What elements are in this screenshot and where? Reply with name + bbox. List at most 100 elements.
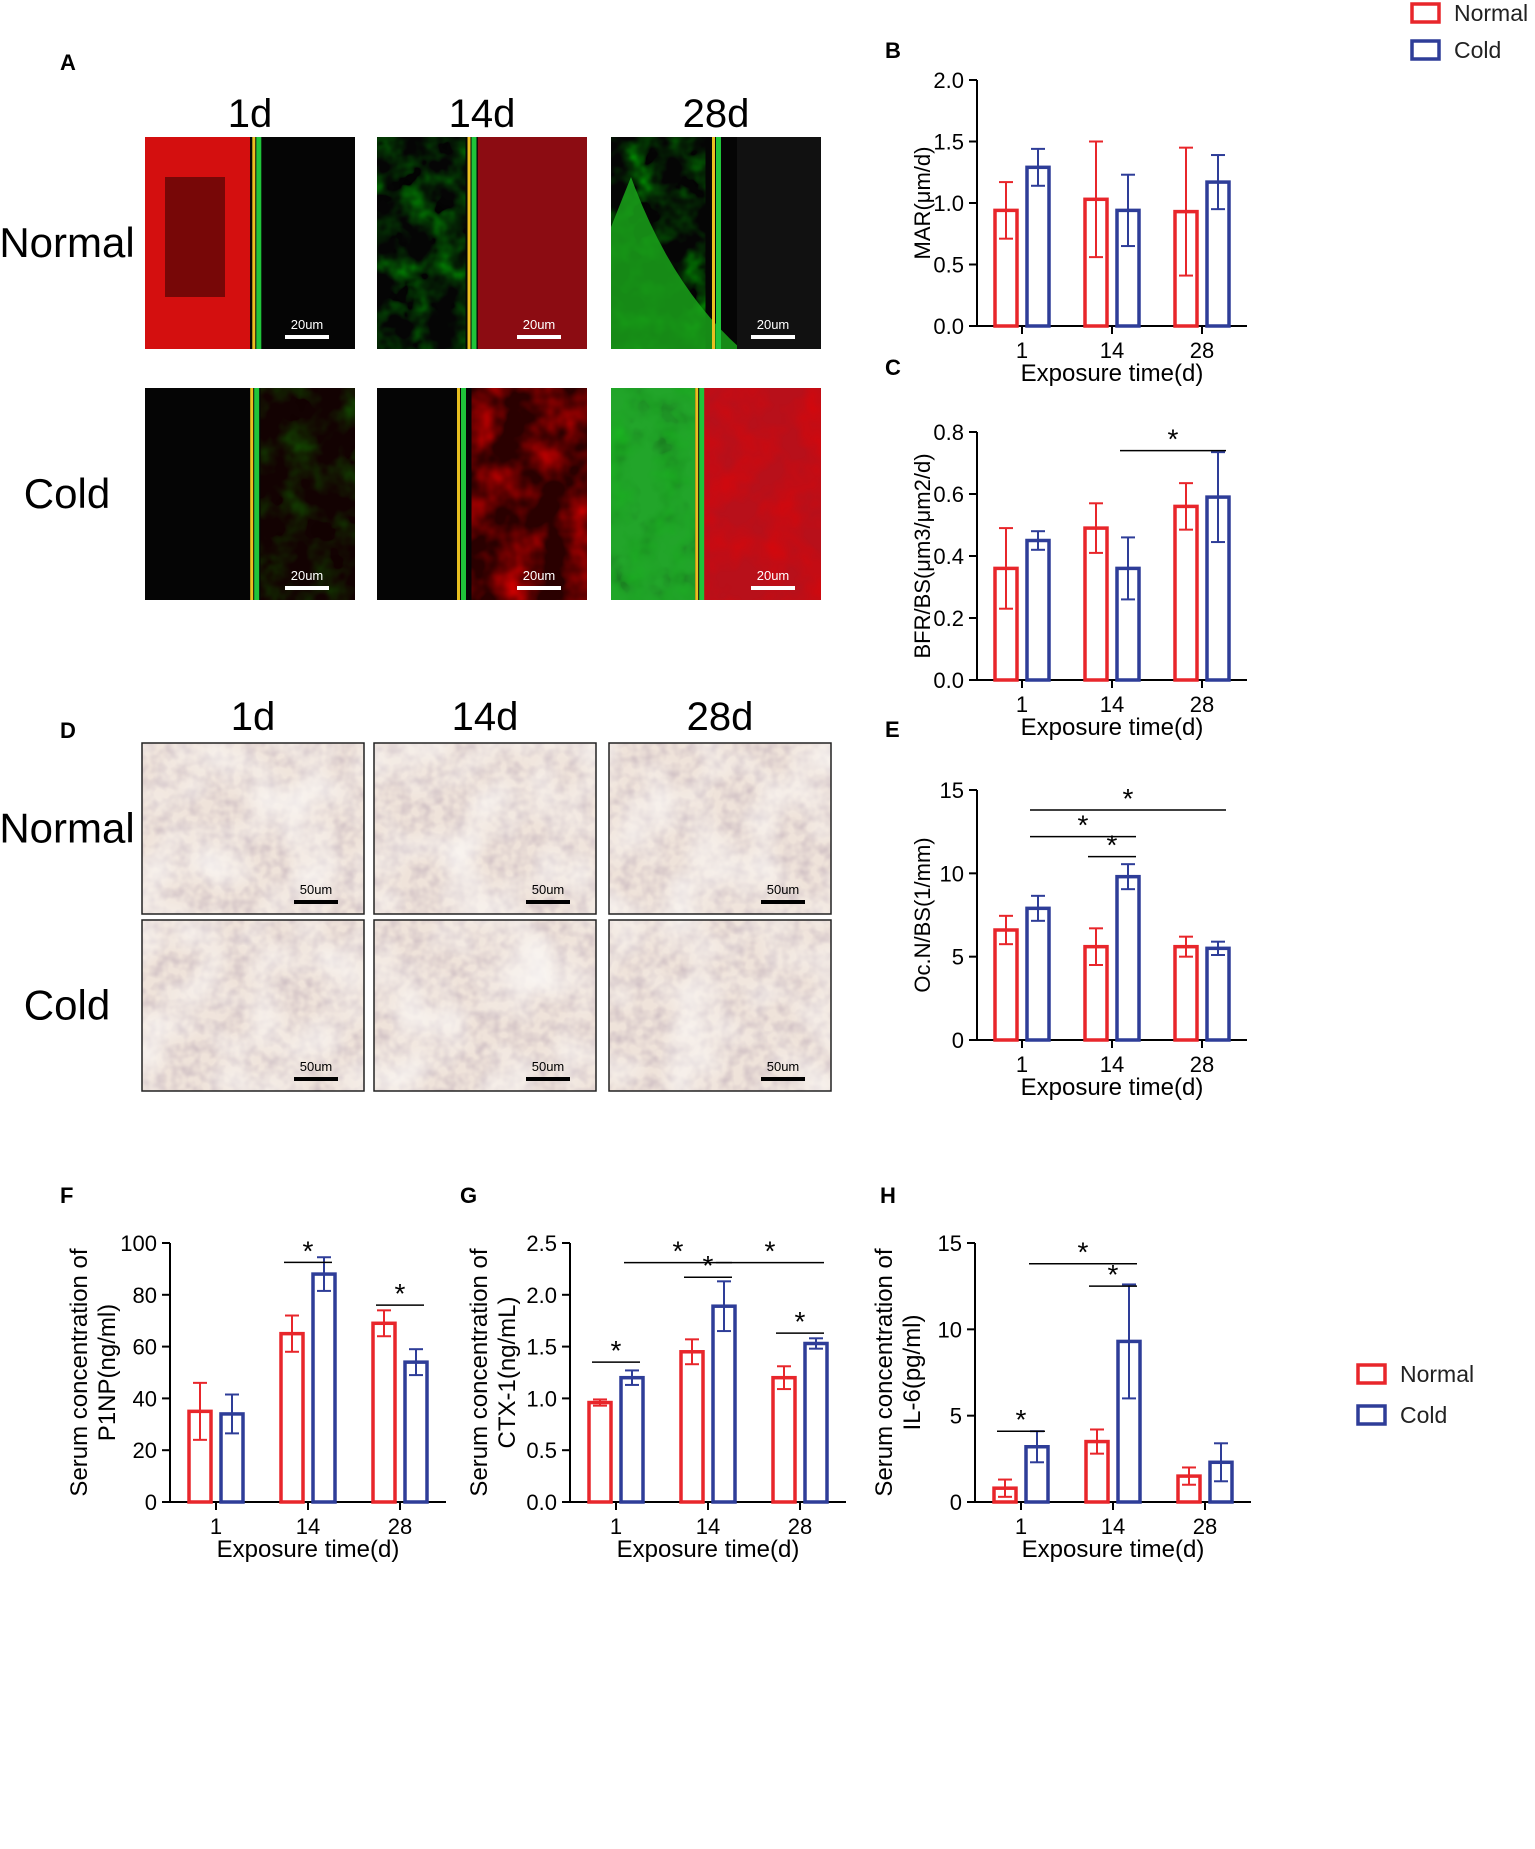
micrograph-cold-14d <box>377 388 587 600</box>
scale-bar-label: 20um <box>523 317 556 332</box>
y-axis-title-line-2: P1NP(ng/ml) <box>94 1304 121 1441</box>
y-axis-title-line-2: IL-6(pg/ml) <box>899 1314 926 1430</box>
significance-star: * <box>703 1250 714 1281</box>
scale-bar <box>761 900 805 904</box>
y-tick-label: 60 <box>133 1335 157 1360</box>
micrograph-cold-28d-frame <box>608 919 832 1092</box>
scale-bar-label: 20um <box>757 568 790 583</box>
micrograph-cold-28d-trabecular-texture <box>609 920 831 1091</box>
scale-bar <box>751 335 795 339</box>
y-tick-label: 0.4 <box>933 544 964 569</box>
y-tick-label: 1.5 <box>933 130 964 155</box>
x-tick-label-28: 28 <box>1190 338 1214 363</box>
micrograph-normal-28d-label-line-green <box>716 137 721 349</box>
x-tick-label-1: 1 <box>1016 338 1028 363</box>
micrograph-cold-14d-label-line-green <box>461 388 466 600</box>
y-axis-title: BFR/BS(μm3/μm2/d) <box>910 453 935 658</box>
panel-letter-a: A <box>60 50 76 75</box>
scale-bar-label: 50um <box>532 1059 565 1074</box>
y-tick-label: 0 <box>950 1490 962 1515</box>
panel-a-micrographs: A 1d 14d 28d Normal 20um 20um 20um Cold 20um 20um 2… <box>0 50 821 600</box>
x-tick-label-1: 1 <box>610 1514 622 1539</box>
scale-bar <box>517 586 561 590</box>
bar-cold-14 <box>711 1304 737 1504</box>
micrograph-normal-14d-label-line-yellow <box>467 137 471 349</box>
column-label-1d: 1d <box>228 92 273 136</box>
scale-bar-label: 20um <box>291 317 324 332</box>
bar-cold-14 <box>1115 874 1141 1042</box>
bar-normal-1 <box>993 928 1019 1042</box>
y-axis-title: Oc.N/BS(1/mm) <box>910 837 935 992</box>
x-tick-label-14: 14 <box>1100 338 1124 363</box>
micrograph-normal-28d <box>608 742 832 915</box>
scale-bar-label: 50um <box>300 1059 333 1074</box>
micrograph-cold-1d <box>141 919 365 1092</box>
x-tick-label-14: 14 <box>296 1514 320 1539</box>
column-label-14d: 14d <box>452 695 519 739</box>
significance-star: * <box>795 1306 806 1337</box>
y-tick-label: 0.2 <box>933 606 964 631</box>
micrograph-cold-28d <box>608 919 832 1092</box>
scale-bar <box>761 1077 805 1081</box>
significance-star: * <box>611 1335 622 1366</box>
micrograph-cold-28d-label-line-yellow <box>695 388 699 600</box>
significance-star: * <box>1123 783 1134 814</box>
bar-cold-28 <box>1205 946 1231 1042</box>
y-axis-title-line-1: Serum concentration of <box>871 1248 898 1496</box>
scale-bar-label: 50um <box>767 1059 800 1074</box>
significance-star: * <box>1078 1237 1089 1268</box>
bar-cold-1 <box>1025 165 1051 328</box>
bar-cold-28 <box>403 1360 429 1504</box>
micrograph-cold-1d <box>145 388 355 600</box>
y-tick-label: 5 <box>952 945 964 970</box>
significance-star: * <box>395 1278 406 1309</box>
micrograph-cold-14d-trabecular-texture <box>374 920 596 1091</box>
scale-bar-label: 20um <box>757 317 790 332</box>
micrograph-normal-1d-label-line-green <box>256 137 262 349</box>
x-tick-label-1: 1 <box>210 1514 222 1539</box>
x-tick-label-1: 1 <box>1016 1052 1028 1077</box>
x-axis-title: Exposure time(d) <box>1021 714 1204 741</box>
x-tick-label-28: 28 <box>788 1514 812 1539</box>
legend-label-cold: Cold <box>1400 1402 1447 1428</box>
x-axis-title: Exposure time(d) <box>217 1536 400 1563</box>
x-tick-label-28: 28 <box>1193 1514 1217 1539</box>
significance-star: * <box>1168 424 1179 455</box>
legend-swatch-normal <box>1410 2 1441 24</box>
column-label-28d: 28d <box>683 92 750 136</box>
micrograph-normal-1d-label-line-yellow <box>252 137 256 349</box>
micrograph-cold-14d-red-speckle <box>471 388 587 600</box>
scale-bar-label: 50um <box>300 882 333 897</box>
legend-swatch-normal <box>1356 1363 1387 1385</box>
y-tick-label: 0.6 <box>933 482 964 507</box>
micrograph-cold-14d-frame <box>373 919 597 1092</box>
x-tick-label-14: 14 <box>1100 1052 1124 1077</box>
legend-label-cold: Cold <box>1454 37 1501 63</box>
y-tick-label: 10 <box>940 861 964 886</box>
row-label-normal: Normal <box>0 219 135 266</box>
y-tick-label: 2.0 <box>526 1283 557 1308</box>
y-axis-title-line-2: CTX-1(ng/mL) <box>494 1296 521 1448</box>
bar-normal-28 <box>1173 504 1199 682</box>
micrograph-normal-28d-label-line-yellow <box>712 137 715 349</box>
micrograph-normal-14d-trabecular-texture <box>374 743 596 914</box>
significance-star: * <box>1108 1259 1119 1290</box>
y-tick-label: 1.5 <box>526 1335 557 1360</box>
legend-bottom: Normal Cold <box>1356 1361 1474 1428</box>
y-axis-title: Serum concentration ofCTX-1(ng/mL) <box>466 1248 521 1496</box>
panel-letter-e: E <box>885 717 900 742</box>
y-tick-label: 0.0 <box>933 314 964 339</box>
bar-normal-1 <box>587 1400 613 1504</box>
row-label-cold: Cold <box>24 470 110 517</box>
micrograph-normal-14d-red-region <box>477 137 587 349</box>
micrograph-normal-14d-green-speckle <box>377 137 466 349</box>
x-tick-label-14: 14 <box>1101 1514 1125 1539</box>
micrograph-cold-1d-label-line-yellow <box>250 388 254 600</box>
bar-normal-28 <box>371 1321 397 1504</box>
micrograph-cold-14d-label-line-yellow <box>457 388 460 600</box>
y-tick-label: 10 <box>938 1317 962 1342</box>
y-axis-title: Serum concentration ofP1NP(ng/ml) <box>66 1248 121 1496</box>
